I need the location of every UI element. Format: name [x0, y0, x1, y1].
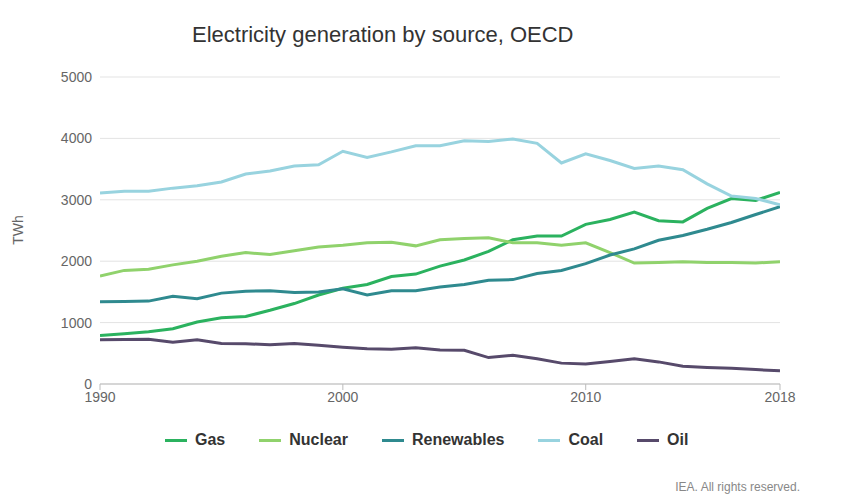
html-text:Nuclear: Nuclear — [289, 431, 348, 448]
svg-text:0: 0 — [84, 376, 92, 392]
html-text:TWh: TWh — [10, 215, 26, 245]
svg-text:1000: 1000 — [61, 315, 92, 331]
html-text:Coal: Coal — [568, 431, 604, 448]
html-text:Renewables: Renewables — [412, 431, 505, 448]
html-text:Oil: Oil — [667, 431, 689, 448]
svg-text:1990: 1990 — [84, 388, 116, 405]
html-text:Gas: Gas — [195, 431, 226, 448]
svg-text:2000: 2000 — [327, 389, 358, 405]
svg-text:3000: 3000 — [61, 192, 92, 208]
svg-text:2000: 2000 — [61, 253, 92, 269]
svg-text:5000: 5000 — [61, 69, 92, 85]
svg-text:2018: 2018 — [764, 389, 795, 405]
html-text:IEA. All rights reserved.: IEA. All rights reserved. — [675, 480, 800, 494]
svg-text:4000: 4000 — [61, 130, 92, 146]
html-text:Electricity generation by sour: Electricity generation by source, OECD — [192, 22, 574, 47]
svg-text:2010: 2010 — [570, 389, 601, 405]
